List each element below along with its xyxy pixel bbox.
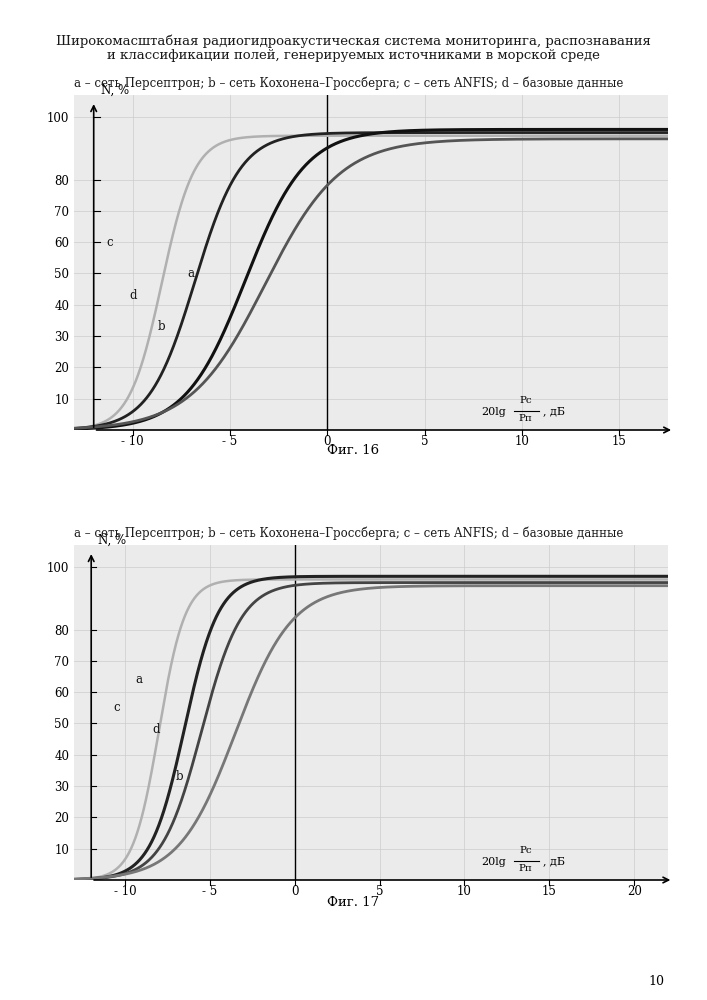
Text: Рп: Рп — [519, 864, 532, 873]
Text: b: b — [158, 320, 165, 333]
Text: c: c — [113, 701, 120, 714]
Text: b: b — [175, 770, 183, 783]
Text: Фиг. 17: Фиг. 17 — [327, 896, 380, 909]
Text: a – сеть Персептрон; b – сеть Кохонена–Гроссберга; c – сеть ANFIS; d – базовые д: a – сеть Персептрон; b – сеть Кохонена–Г… — [74, 526, 624, 540]
Text: a: a — [187, 267, 194, 280]
Text: 20lg: 20lg — [481, 407, 506, 417]
Text: 10: 10 — [648, 975, 665, 988]
Text: и классификации полей, генерируемых источниками в морской среде: и классификации полей, генерируемых исто… — [107, 49, 600, 62]
Text: Рс: Рс — [519, 846, 532, 855]
Text: , дБ: , дБ — [544, 857, 566, 867]
Text: a – сеть Персептрон; b – сеть Кохонена–Гроссберга; c – сеть ANFIS; d – базовые д: a – сеть Персептрон; b – сеть Кохонена–Г… — [74, 76, 624, 90]
Text: , дБ: , дБ — [544, 407, 566, 417]
Text: a: a — [135, 673, 142, 686]
Text: Рс: Рс — [519, 396, 532, 405]
Text: c: c — [106, 236, 112, 249]
Text: Широкомасштабная радиогидроакустическая система мониторинга, распознавания: Широкомасштабная радиогидроакустическая … — [56, 34, 651, 47]
Text: Фиг. 16: Фиг. 16 — [327, 444, 380, 457]
Text: Рп: Рп — [519, 414, 532, 423]
Text: 20lg: 20lg — [481, 857, 506, 867]
Text: d: d — [152, 723, 160, 736]
Text: N, %: N, % — [98, 534, 126, 547]
Text: d: d — [129, 289, 136, 302]
Text: N, %: N, % — [102, 84, 129, 97]
